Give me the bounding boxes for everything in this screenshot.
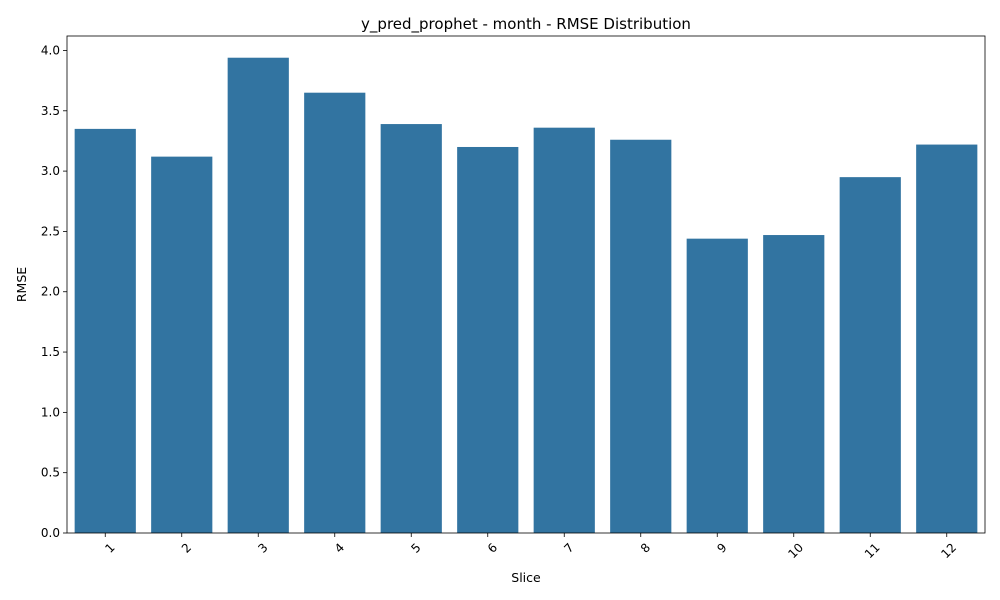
bar-10 [763,235,825,533]
y-tick-label: 2.5 [41,224,60,238]
x-tick-label: 5 [408,540,423,555]
chart-title: y_pred_prophet - month - RMSE Distributi… [361,15,691,34]
bar-1 [74,128,136,533]
x-tick-label: 3 [255,540,270,555]
bar-7 [533,127,595,533]
x-tick-label: 12 [938,540,959,561]
x-tick-label: 6 [485,540,500,555]
bar-2 [151,156,213,533]
x-axis: 1 2 3 4 5 6 7 8 9 10 11 12 [102,533,959,561]
x-tick-label: 4 [332,540,347,555]
bar-3 [227,57,289,533]
x-tick-label: 1 [102,540,117,555]
bar-5 [380,124,442,534]
bar-8 [610,139,672,533]
y-tick-label: 1.5 [41,345,60,359]
y-tick-label: 3.5 [41,104,60,118]
x-tick-label: 10 [785,540,806,561]
bar-6 [457,146,519,533]
x-tick-label: 11 [862,540,883,561]
y-tick-label: 3.0 [41,164,60,178]
x-tick-label: 2 [179,540,194,555]
plot-frame [66,35,986,534]
x-tick-label: 9 [714,540,729,555]
y-axis: 0.0 0.5 1.0 1.5 2.0 2.5 3.0 3.5 4.0 [41,43,67,540]
y-tick-label: 4.0 [41,43,60,57]
bar-12 [916,144,978,533]
x-axis-label: Slice [511,570,541,585]
bar-9 [686,238,748,533]
y-tick-label: 0.0 [41,526,60,540]
y-tick-label: 2.0 [41,285,60,299]
y-tick-label: 0.5 [41,466,60,480]
y-axis-label: RMSE [14,267,29,302]
x-tick-label: 8 [638,540,653,555]
bar-11 [839,177,901,533]
bars-group [74,57,978,534]
x-tick-label: 7 [561,540,576,555]
bar-4 [304,92,366,534]
y-tick-label: 1.0 [41,405,60,419]
